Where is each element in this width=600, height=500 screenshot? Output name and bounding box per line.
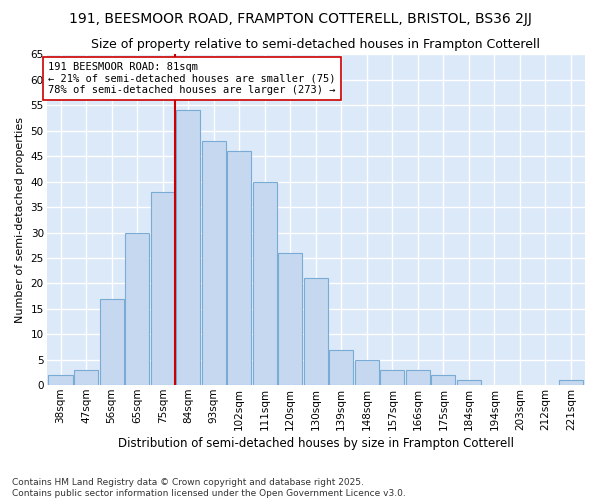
Bar (457, 380, 481, 385)
Bar (355, 360, 379, 385)
Bar (278, 253, 302, 385)
Bar (202, 141, 226, 385)
Bar (227, 151, 251, 385)
Bar (151, 192, 175, 385)
Bar (559, 380, 583, 385)
Bar (253, 182, 277, 385)
Bar (176, 110, 200, 385)
Title: Size of property relative to semi-detached houses in Frampton Cotterell: Size of property relative to semi-detach… (91, 38, 540, 51)
Text: 191 BEESMOOR ROAD: 81sqm
← 21% of semi-detached houses are smaller (75)
78% of s: 191 BEESMOOR ROAD: 81sqm ← 21% of semi-d… (48, 62, 335, 96)
Bar (380, 370, 404, 385)
Text: 191, BEESMOOR ROAD, FRAMPTON COTTERELL, BRISTOL, BS36 2JJ: 191, BEESMOOR ROAD, FRAMPTON COTTERELL, … (68, 12, 532, 26)
Bar (329, 350, 353, 385)
Bar (125, 232, 149, 385)
Bar (431, 375, 455, 385)
X-axis label: Distribution of semi-detached houses by size in Frampton Cotterell: Distribution of semi-detached houses by … (118, 437, 514, 450)
Bar (406, 370, 430, 385)
Bar (304, 278, 328, 385)
Bar (74, 370, 98, 385)
Text: Contains HM Land Registry data © Crown copyright and database right 2025.
Contai: Contains HM Land Registry data © Crown c… (12, 478, 406, 498)
Bar (100, 298, 124, 385)
Bar (49, 375, 73, 385)
Y-axis label: Number of semi-detached properties: Number of semi-detached properties (15, 117, 25, 323)
